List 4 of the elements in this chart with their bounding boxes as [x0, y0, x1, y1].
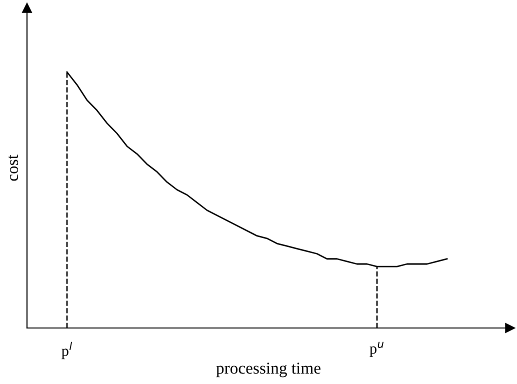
x-tick-label: p$^{u}$ [370, 342, 384, 357]
y-axis-title: cost [8, 154, 18, 181]
x-axis-title: processing time [216, 362, 320, 378]
x-tick-label: p$^{l}$ [62, 342, 72, 360]
